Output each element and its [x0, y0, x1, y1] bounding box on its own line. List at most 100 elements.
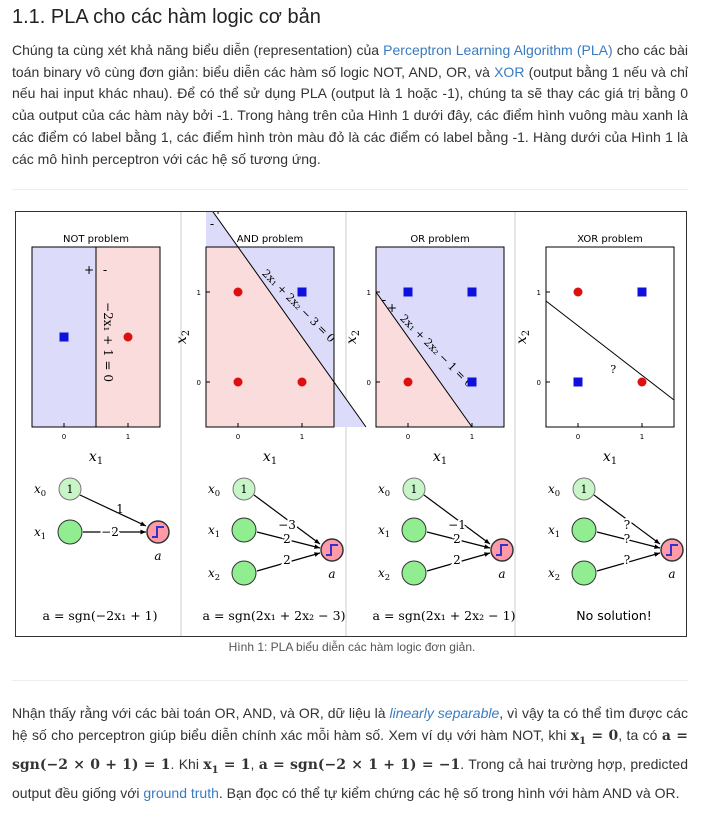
step-function-icon [326, 544, 338, 556]
x2-label: x2 [548, 566, 560, 582]
bias-node [232, 477, 256, 501]
perceptron-1: 1 x0 a x1 1 −2 a = sgn(−2x₁ + 1) [34, 477, 170, 623]
x0-label: x0 [208, 482, 220, 498]
input-node-x1 [231, 517, 257, 543]
y-tick-label: 1 [197, 289, 201, 297]
x0-label: x0 [378, 482, 390, 498]
x0-label: x0 [34, 482, 46, 498]
x-tick-label: 0 [576, 433, 580, 441]
boundary-label: −2x₁ + 1 = 0 [101, 302, 115, 382]
perceptron-formula: a = sgn(2x₁ + 2x₂ − 1) [373, 608, 516, 623]
decision-boundary [545, 300, 675, 401]
output-label: a [498, 567, 505, 581]
weight-x1: 2 [453, 532, 461, 546]
disc-text-1: Nhận thấy rằng với các bài toán OR, AND,… [12, 705, 390, 721]
edge-x1 [596, 531, 661, 549]
x-tick-label: 0 [62, 433, 66, 441]
x1-label: x1 [208, 523, 220, 539]
edge-bias [253, 494, 321, 545]
weight-bias: −1 [448, 518, 466, 532]
decision-boundary [205, 201, 367, 428]
plot-frame [31, 246, 161, 428]
plot-frame [375, 246, 505, 428]
minus-sign: - [382, 293, 386, 307]
data-point-circle [297, 377, 307, 387]
plot-frame [205, 246, 335, 428]
edge-bias-head [654, 538, 660, 544]
plot-4: XOR problem? 0 0 1 1 x1 x2 [514, 234, 675, 467]
y-tick-label: 1 [367, 289, 371, 297]
figure-canvas: NOT problem+ -−2x₁ + 1 = 00 1x11x0ax11−2a … [31, 201, 684, 636]
y-axis-label: x2 [344, 330, 362, 344]
intro-paragraph: Chúng ta cùng xét khả năng biểu diễn (re… [12, 40, 688, 170]
weight-bias: ? [624, 518, 630, 532]
math-eq-2: a = sgn(−2 × 1 + 1) = −1 [258, 756, 461, 773]
xor-link[interactable]: XOR [494, 63, 525, 80]
weight-x2: 2 [453, 553, 461, 567]
section-title: 1.1. PLA cho các hàm logic cơ bản [12, 6, 321, 28]
x-axis-label: x1 [89, 449, 103, 467]
weight-x1: ? [624, 532, 630, 546]
x-tick-label: 1 [640, 433, 644, 441]
edge-bias [79, 494, 147, 527]
edge-x2-head [314, 552, 320, 557]
x0-label: x0 [548, 482, 560, 498]
data-point-square [297, 287, 307, 297]
output-label: a [668, 567, 675, 581]
x-tick-label: 0 [406, 433, 410, 441]
edge-x2 [426, 552, 491, 572]
divider-top [12, 189, 688, 190]
minus-sign: - [103, 263, 107, 277]
divider-bottom [12, 680, 688, 681]
figure-1: NOT problem + - −2x₁ + 1 = 0 0 1 x1 1 x0 a x1 1 −2 a … [15, 201, 687, 637]
bias-value: 1 [581, 483, 588, 496]
bias-node [572, 477, 596, 501]
weight-bias: −3 [278, 518, 296, 532]
edge-x2 [256, 552, 321, 572]
edge-bias-head [314, 538, 320, 544]
math-x1-eq-0: x1 = 0 [570, 728, 619, 747]
plus-sign: + [84, 263, 94, 277]
edge-x1-head [140, 529, 146, 535]
data-point-circle [403, 377, 413, 387]
output-label: a [328, 567, 335, 581]
minus-sign: - [210, 217, 214, 231]
x-tick-label: 1 [300, 433, 304, 441]
plot-title: AND problem [237, 234, 304, 245]
data-point-square [637, 287, 647, 297]
plot-background [546, 247, 674, 427]
bias-node [58, 477, 82, 501]
disc-text-3: , ta có [618, 727, 662, 743]
y-tick-label: 0 [537, 379, 541, 387]
math-x1-eq-1: x1 = 1 [203, 756, 251, 776]
perceptron-formula: a = sgn(2x₁ + 2x₂ − 3) [203, 608, 346, 623]
x-tick-label: 1 [470, 433, 474, 441]
perceptron-formula: a = sgn(−2x₁ + 1) [43, 608, 158, 623]
boundary-label: ? [610, 363, 616, 376]
x-tick-label: 0 [236, 433, 240, 441]
input-node-x2 [231, 560, 257, 586]
data-point-circle [637, 377, 647, 387]
plus-sign: + [213, 212, 223, 217]
input-node-x1 [401, 517, 427, 543]
weight-x1: −2 [101, 525, 119, 539]
data-point-circle [123, 332, 133, 342]
data-point-square [467, 287, 477, 297]
edge-x1-head [654, 544, 660, 549]
decision-boundary [375, 291, 473, 428]
plot-title: OR problem [410, 234, 469, 245]
bias-value: 1 [67, 483, 74, 496]
input-node-x1 [571, 517, 597, 543]
data-point-circle [233, 287, 243, 297]
edge-bias-head [140, 521, 146, 526]
x1-label: x1 [34, 525, 46, 541]
ground-truth-link[interactable]: ground truth [143, 784, 219, 801]
linearly-separable-link[interactable]: linearly separable [389, 705, 500, 721]
edge-bias [423, 494, 491, 545]
pla-link[interactable]: Perceptron Learning Algorithm (PLA) [383, 42, 613, 58]
weight-bias: 1 [116, 502, 124, 516]
bias-value: 1 [411, 483, 418, 496]
